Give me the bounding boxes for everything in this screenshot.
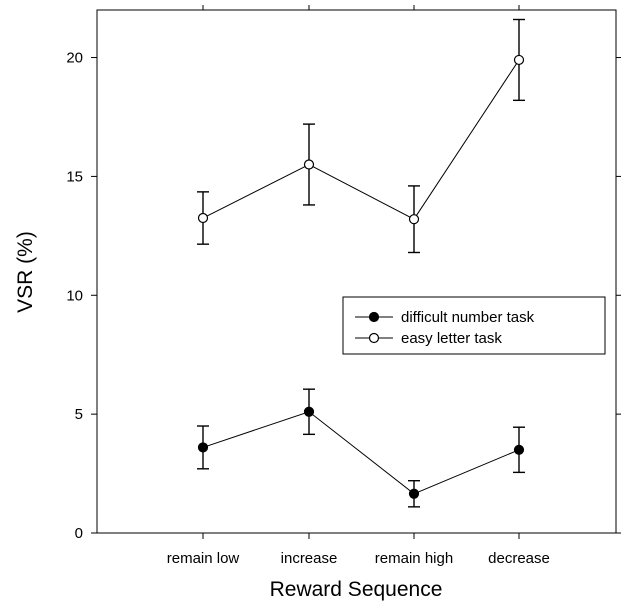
series-layer: [197, 18, 525, 508]
data-point: [408, 488, 420, 499]
y-tick-label: 20: [66, 50, 83, 67]
legend: difficult number task easy letter task: [342, 296, 606, 355]
data-point: [408, 214, 420, 225]
legend-box: [342, 296, 606, 355]
series-line: [202, 411, 520, 495]
data-point: [197, 212, 209, 224]
data-point: [303, 406, 315, 417]
y-tick-label: 10: [66, 287, 83, 304]
y-axis-title: VSR (%): [14, 231, 37, 313]
data-point: [197, 442, 209, 453]
data-point: [303, 159, 315, 170]
legend-label: easy letter task: [401, 330, 502, 347]
y-tick-label: 15: [66, 168, 83, 185]
legend-label: difficult number task: [401, 309, 535, 326]
y-axis: 0 5 10 15 20: [66, 50, 621, 542]
x-axis: remain low increase remain high decrease: [167, 5, 550, 567]
legend-marker: [368, 311, 380, 323]
x-tick-label: increase: [281, 550, 338, 567]
x-tick-label: remain high: [375, 550, 453, 567]
data-point: [513, 444, 525, 455]
x-axis-title: Reward Sequence: [270, 578, 443, 601]
x-tick-label: remain low: [167, 550, 240, 567]
plot-frame: [96, 9, 617, 534]
series-line: [202, 59, 520, 220]
series-1: [197, 18, 525, 254]
y-tick-label: 5: [75, 406, 83, 423]
data-point: [513, 54, 525, 66]
x-tick-label: decrease: [488, 550, 550, 567]
series-0: [197, 388, 525, 508]
y-tick-label: 0: [75, 525, 83, 542]
legend-marker: [368, 332, 380, 344]
